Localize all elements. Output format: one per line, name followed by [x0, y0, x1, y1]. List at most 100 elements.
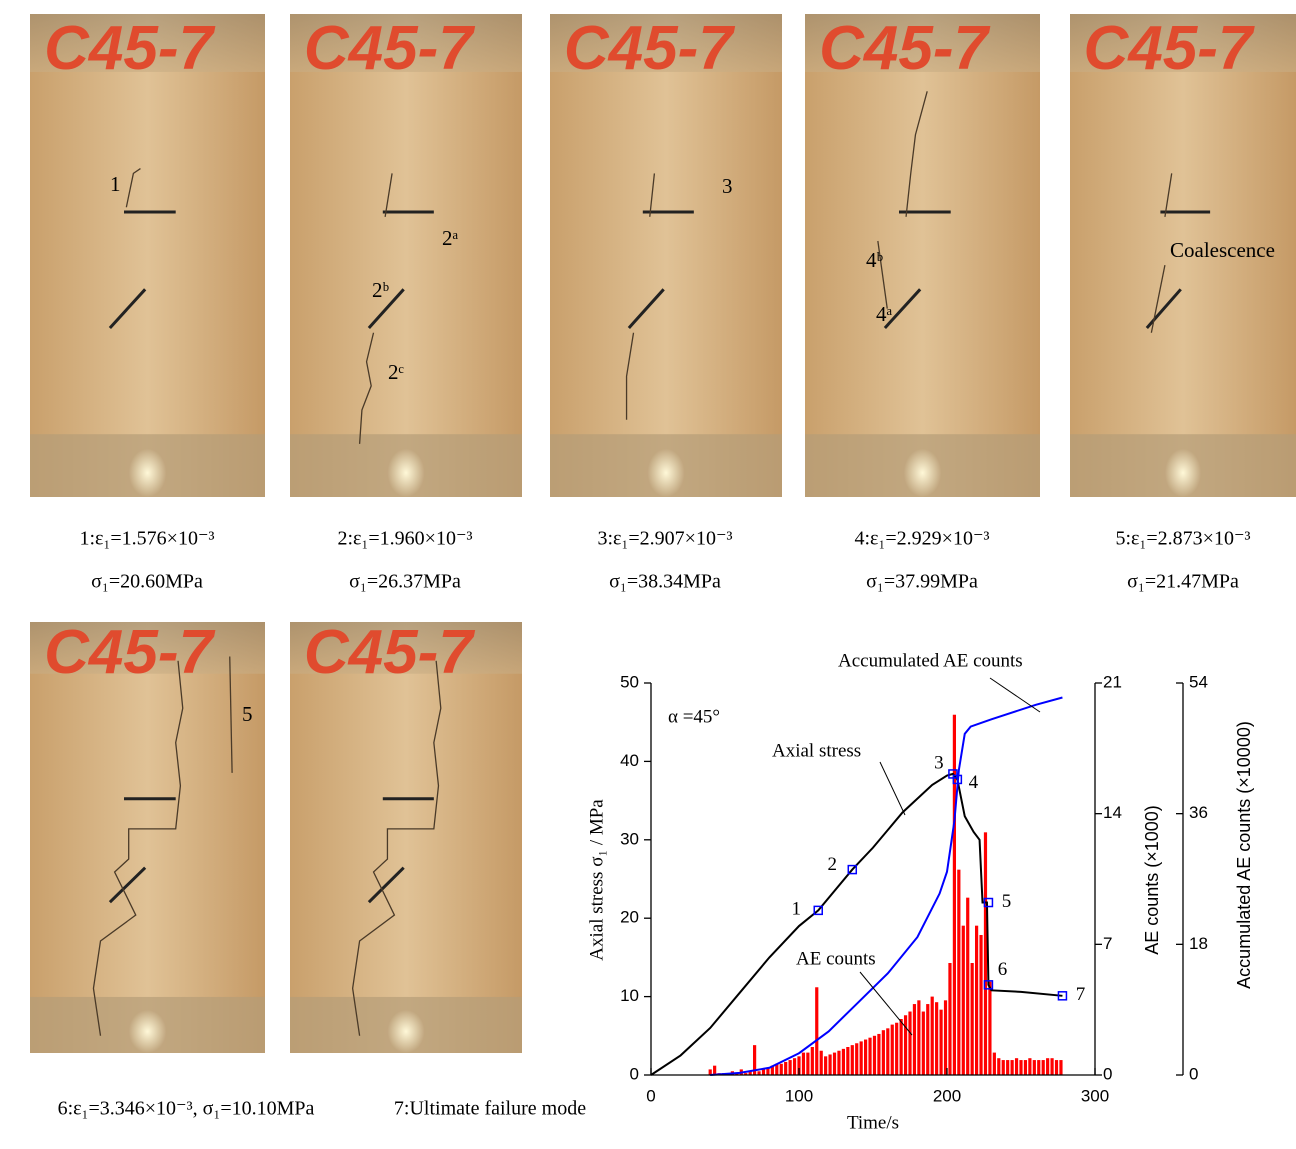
ae-bar — [926, 1004, 930, 1075]
ae-bar — [770, 1065, 774, 1075]
stage-marker — [1057, 991, 1068, 1001]
ae-bar — [1028, 1058, 1032, 1075]
photo: C45-7 — [290, 618, 522, 1053]
caption: 2:ε₁=1.960×10⁻³ — [337, 528, 472, 550]
photo-label: Coalescence — [1170, 238, 1275, 262]
ae-bar — [877, 1033, 881, 1075]
x-tick-label: 100 — [785, 1086, 813, 1105]
y-tick-label: 30 — [620, 829, 639, 848]
photo: C45-7 2ᵃ 2ᵇ 2ᶜ — [290, 14, 522, 497]
stage-marker — [983, 897, 994, 908]
y2-axis-title: AE counts (×1000) — [1142, 805, 1162, 955]
ae-bar — [735, 1073, 739, 1075]
photo-label: 2ᵇ — [372, 278, 390, 302]
ae-bar — [792, 1058, 797, 1075]
ae-bar — [908, 1011, 912, 1075]
flaw — [1145, 288, 1182, 329]
ae-bar — [832, 1052, 837, 1075]
ae-bar — [779, 1063, 783, 1075]
y2-tick-label: 14 — [1103, 803, 1122, 822]
annotation: α =45° — [668, 706, 720, 727]
caption: σ₁=38.34MPa — [609, 571, 721, 593]
ae-bar — [1059, 1060, 1063, 1075]
photo-label: 2ᵃ — [442, 226, 459, 250]
y-tick-label: 40 — [620, 751, 639, 770]
ae-bar — [917, 1000, 921, 1075]
flaw — [367, 288, 405, 329]
caption: σ₁=26.37MPa — [349, 571, 461, 593]
stage-label: 6 — [998, 959, 1008, 980]
y2-tick-label: 7 — [1103, 934, 1112, 953]
light-glare — [1164, 448, 1202, 497]
top-band — [1070, 14, 1296, 72]
ae-bar — [761, 1069, 766, 1075]
ae-bar — [895, 1022, 899, 1075]
stage-label: 1 — [791, 899, 801, 920]
light-glare — [903, 448, 942, 497]
ae-bar — [824, 1056, 828, 1075]
ae-bar — [939, 1009, 943, 1075]
ae-bar — [1037, 1060, 1041, 1075]
ae-bar — [815, 987, 819, 1075]
y3-tick-label: 18 — [1189, 934, 1208, 953]
ae-bar — [988, 981, 992, 1075]
ae-bar — [1032, 1060, 1036, 1075]
ae-bar — [1046, 1058, 1050, 1075]
ae-bar — [801, 1052, 806, 1075]
series-label: AE counts — [796, 948, 876, 969]
specimen — [290, 14, 522, 497]
specimen-marking: C45-7 — [44, 14, 215, 83]
light-glare — [387, 448, 425, 497]
light-glare — [647, 448, 685, 497]
ae-bar — [713, 1065, 717, 1075]
specimen-marking: C45-7 — [1084, 14, 1255, 83]
flaw — [627, 288, 665, 329]
stage-marker — [952, 774, 963, 785]
ae-bar — [788, 1060, 792, 1075]
top-band — [30, 14, 265, 72]
flaw — [883, 288, 922, 329]
ae-bar — [1041, 1060, 1045, 1075]
y-tick-label: 0 — [630, 1064, 639, 1083]
crack — [351, 660, 442, 1036]
ae-bar — [864, 1039, 868, 1075]
photo-label: 5 — [242, 702, 253, 726]
caption: 4:ε₁=2.929×10⁻³ — [854, 528, 989, 550]
crack — [384, 173, 393, 217]
ae-bar — [886, 1028, 890, 1075]
flaw — [108, 288, 147, 329]
top-band — [805, 14, 1040, 72]
ae-bar — [775, 1063, 779, 1075]
specimen-marking: C45-7 — [819, 14, 990, 83]
series-label: Accumulated AE counts — [838, 650, 1023, 671]
ae-bar — [970, 963, 974, 1075]
ae-bar — [952, 714, 956, 1075]
x-tick-label: 300 — [1081, 1086, 1109, 1105]
light-glare — [387, 1009, 425, 1053]
light-glare — [128, 448, 167, 497]
series-line — [650, 772, 1063, 1076]
stage-label: 5 — [1002, 891, 1012, 912]
x-tick-label: 0 — [646, 1086, 655, 1105]
y-axis-title: Axial stress σ₁ / MPa — [586, 799, 607, 961]
stage-marker — [983, 980, 994, 990]
ae-bar — [744, 1073, 748, 1075]
y-tick-label: 50 — [620, 672, 639, 691]
ae-bar — [903, 1015, 908, 1075]
y-tick-label: 20 — [620, 908, 639, 927]
ae-bar — [881, 1030, 885, 1075]
ae-bar — [855, 1043, 859, 1075]
light-glare — [128, 1009, 167, 1053]
caption: σ₁=21.47MPa — [1127, 571, 1239, 593]
photo: C45-7 5 — [30, 618, 265, 1053]
x-tick-label: 200 — [933, 1086, 961, 1105]
caption: 1:ε₁=1.576×10⁻³ — [79, 528, 214, 550]
leader-line — [859, 971, 913, 1036]
ae-bar — [872, 1035, 877, 1075]
ae-bar — [846, 1047, 850, 1075]
ae-bar — [1023, 1060, 1028, 1075]
leader-line — [879, 761, 906, 816]
stage-label: 2 — [828, 854, 838, 875]
photo: C45-7 4ᵇ 4ᵃ — [805, 14, 1040, 497]
